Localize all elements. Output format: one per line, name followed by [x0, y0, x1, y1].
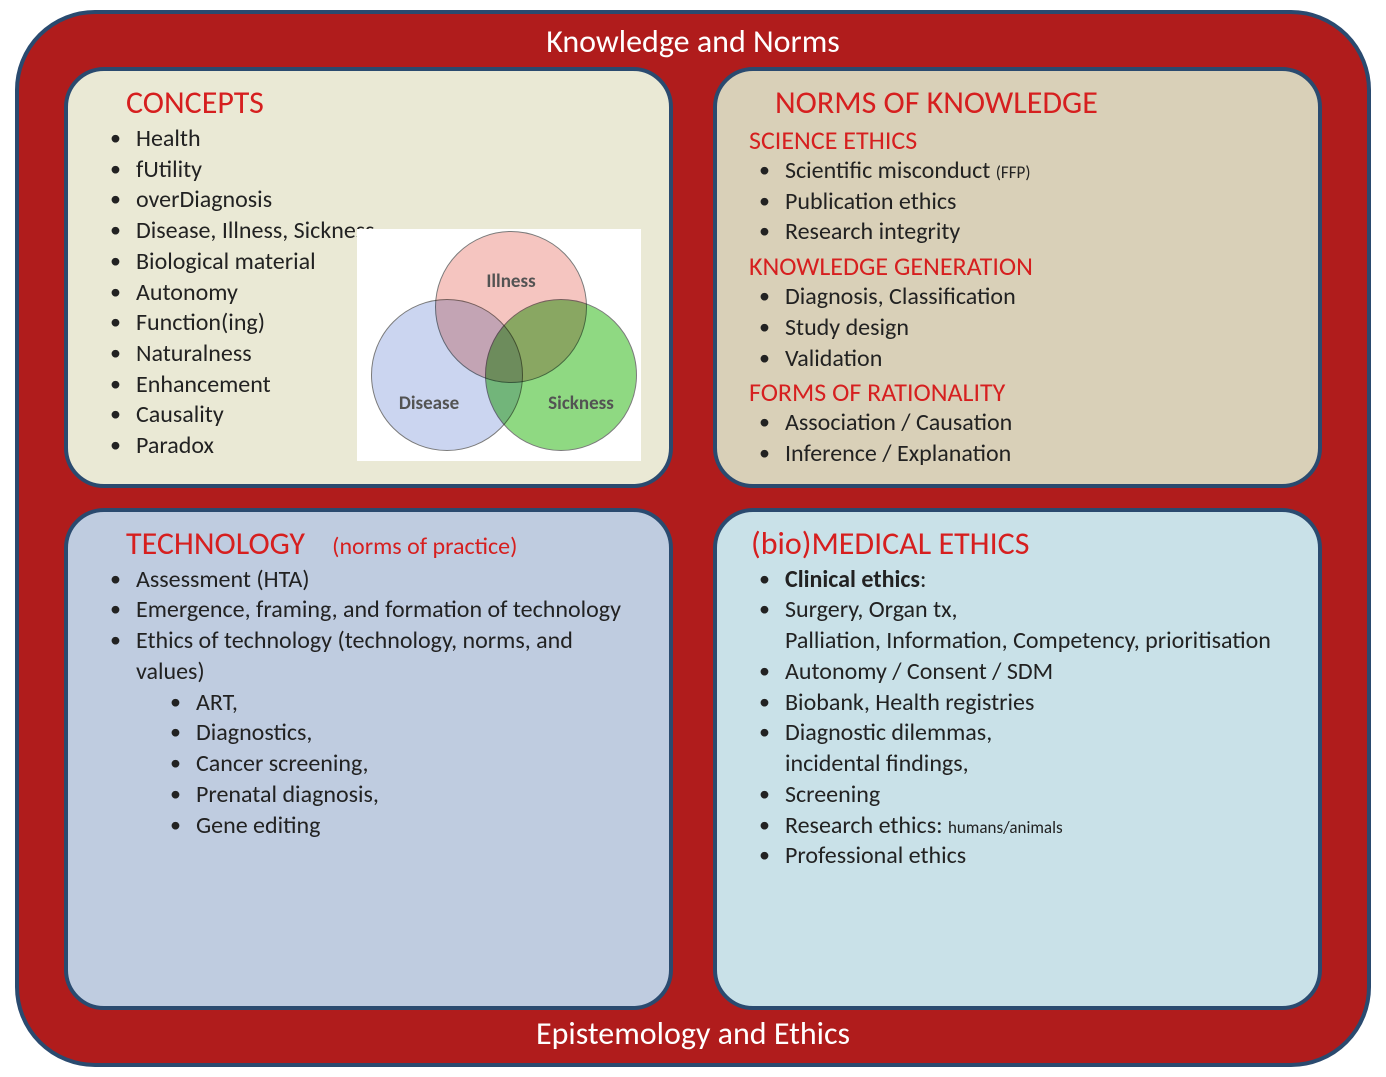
list-subitem: Prenatal diagnosis,: [96, 780, 641, 811]
outer-top-label: Knowledge and Norms: [19, 14, 1367, 67]
list-item: Validation: [745, 344, 1290, 375]
panel-bioethics: (bio)MEDICAL ETHICS Clinical ethics:Surg…: [713, 508, 1322, 1010]
section-heading: FORMS OF RATIONALITY: [749, 376, 1290, 408]
section-list: Scientific misconduct (FFP)Publication e…: [745, 156, 1290, 248]
section-list: Association / CausationInference / Expla…: [745, 408, 1290, 469]
technology-list: Assessment (HTA)Emergence, framing, and …: [96, 565, 641, 688]
panel-technology-title-text: TECHNOLOGY: [126, 524, 305, 563]
list-item-bold: Clinical ethics: [785, 565, 920, 594]
list-item: fUtility: [96, 155, 641, 186]
list-item: Assessment (HTA): [96, 565, 641, 596]
list-item: Professional ethics: [745, 841, 1290, 872]
panel-norms: NORMS OF KNOWLEDGE SCIENCE ETHICSScienti…: [713, 67, 1322, 488]
panel-grid: CONCEPTS HealthfUtilityoverDiagnosis Dise…: [19, 67, 1367, 1010]
list-item-small: (FFP): [996, 162, 1031, 183]
list-item: Autonomy / Consent / SDM: [745, 657, 1290, 688]
list-item: Research integrity: [745, 217, 1290, 248]
bioethics-list: Clinical ethics:Surgery, Organ tx,Pallia…: [745, 565, 1290, 872]
panel-technology: TECHNOLOGY (norms of practice) Assessmen…: [64, 508, 673, 1010]
list-item: Screening: [745, 780, 1290, 811]
list-subitem: Diagnostics,: [96, 718, 641, 749]
section-heading: SCIENCE ETHICS: [749, 124, 1290, 156]
panel-technology-title: TECHNOLOGY (norms of practice): [126, 524, 641, 563]
list-item: Diagnosis, Classification: [745, 282, 1290, 313]
list-item: Publication ethics: [745, 187, 1290, 218]
list-item: Research ethics: humans/animals: [745, 811, 1290, 842]
list-item: Ethics of technology (technology, norms,…: [96, 626, 641, 687]
panel-concepts-title: CONCEPTS: [126, 83, 641, 122]
list-item: Biobank, Health registries: [745, 688, 1290, 719]
list-subitem: Cancer screening,: [96, 749, 641, 780]
panel-technology-subtitle: (norms of practice): [332, 532, 517, 561]
list-subitem: ART,: [96, 688, 641, 719]
outer-frame: Knowledge and Norms CONCEPTS HealthfUtil…: [15, 10, 1371, 1067]
list-item: Study design: [745, 313, 1290, 344]
list-item: Diagnostic dilemmas,: [745, 718, 1290, 749]
venn-circle-sickness: Sickness: [485, 299, 637, 451]
panel-norms-title: NORMS OF KNOWLEDGE: [775, 83, 1290, 122]
list-item: Health: [96, 124, 641, 155]
venn-label-disease: Disease: [399, 392, 459, 415]
section-heading: KNOWLEDGE GENERATION: [749, 250, 1290, 282]
norms-sections: SCIENCE ETHICSScientific misconduct (FFP…: [745, 124, 1290, 470]
venn-diagram: Illness Disease Sickness: [357, 229, 641, 461]
venn-label-illness: Illness: [486, 270, 535, 293]
venn-label-sickness: Sickness: [548, 392, 614, 415]
section-list: Diagnosis, ClassificationStudy designVal…: [745, 282, 1290, 374]
list-item: Surgery, Organ tx,: [745, 595, 1290, 626]
list-item: overDiagnosis: [96, 185, 641, 216]
panel-concepts: CONCEPTS HealthfUtilityoverDiagnosis Dise…: [64, 67, 673, 488]
list-item: Palliation, Information, Competency, pri…: [745, 626, 1290, 657]
list-item: Emergence, framing, and formation of tec…: [96, 595, 641, 626]
list-item: Scientific misconduct (FFP): [745, 156, 1290, 187]
list-item: Inference / Explanation: [745, 439, 1290, 470]
list-subitem: Gene editing: [96, 811, 641, 842]
list-item: incidental findings,: [745, 749, 1290, 780]
panel-bioethics-title: (bio)MEDICAL ETHICS: [751, 524, 1290, 563]
list-item-small: humans/animals: [948, 817, 1063, 838]
list-item: Association / Causation: [745, 408, 1290, 439]
technology-sublist: ART,Diagnostics,Cancer screening,Prenata…: [96, 688, 641, 842]
list-item: Clinical ethics:: [745, 565, 1290, 596]
outer-bottom-label: Epistemology and Ethics: [19, 1010, 1367, 1063]
